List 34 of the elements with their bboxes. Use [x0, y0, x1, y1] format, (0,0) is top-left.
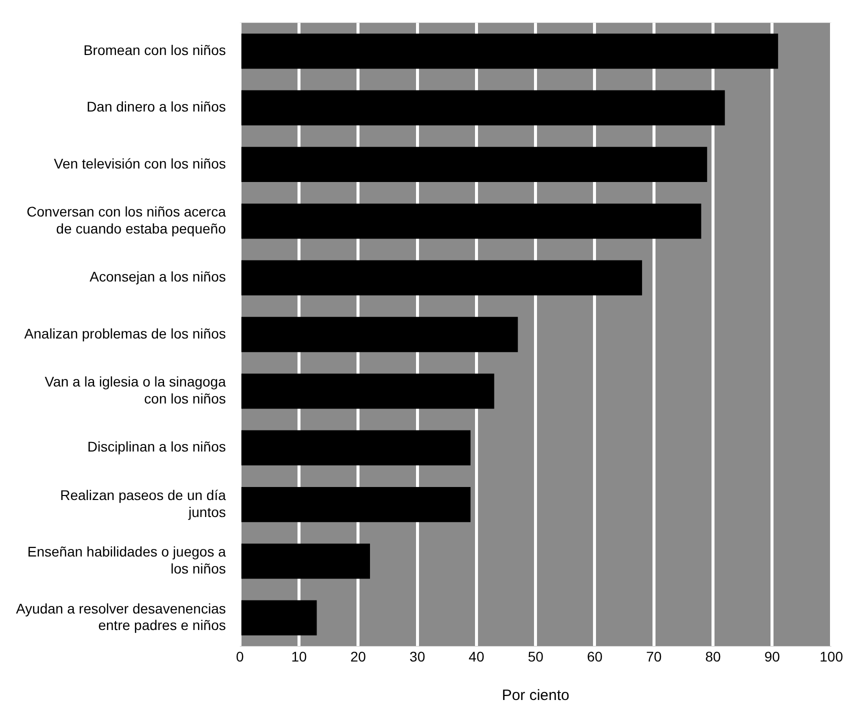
y-tick-label: Ven televisión con los niños: [54, 155, 226, 172]
y-tick-label: Realizan paseos de un día juntos: [60, 486, 226, 520]
bar: [241, 486, 471, 522]
x-tick-label: 40: [468, 648, 484, 664]
x-tick-label: 100: [820, 648, 844, 664]
bar: [241, 374, 494, 409]
y-tick-label: Dan dinero a los niños: [86, 98, 226, 115]
bar: [241, 600, 317, 636]
bar: [241, 34, 778, 69]
y-tick-label: Aconsejan a los niños: [90, 268, 226, 285]
bar: [241, 90, 725, 126]
y-tick-label: Disciplinan a los niños: [87, 438, 226, 455]
x-tick-label: 30: [410, 648, 426, 664]
bar: [241, 316, 518, 352]
x-tick-label: 80: [705, 648, 722, 664]
bar: [241, 430, 471, 466]
x-tick-label: 90: [764, 648, 780, 664]
y-tick-label: Analizan problemas de los niños: [24, 325, 226, 342]
y-tick-label: Bromean con los niños: [83, 42, 226, 58]
x-tick-label: 70: [646, 648, 662, 664]
y-tick-label: Van a la iglesia o la sinagoga con los niños: [44, 374, 226, 406]
y-tick-label: Ayudan a resolver desavenencias entre padres e niños: [16, 600, 226, 634]
x-tick-label: 60: [586, 648, 603, 664]
bar: [241, 204, 702, 239]
bar: [241, 544, 370, 579]
x-tick-label: 10: [291, 648, 308, 664]
x-axis-title: Por ciento: [502, 687, 570, 704]
bar: [241, 260, 642, 296]
y-tick-label: Conversan con los niños acerca de cuando estaba pequeño: [26, 204, 226, 236]
x-tick-label: 20: [350, 648, 366, 664]
x-tick-label: 50: [528, 648, 544, 664]
x-tick-label: 0: [236, 648, 244, 664]
y-tick-label: Enseñan habilidades o juegos a los niños: [27, 544, 226, 576]
bar: [241, 146, 708, 182]
